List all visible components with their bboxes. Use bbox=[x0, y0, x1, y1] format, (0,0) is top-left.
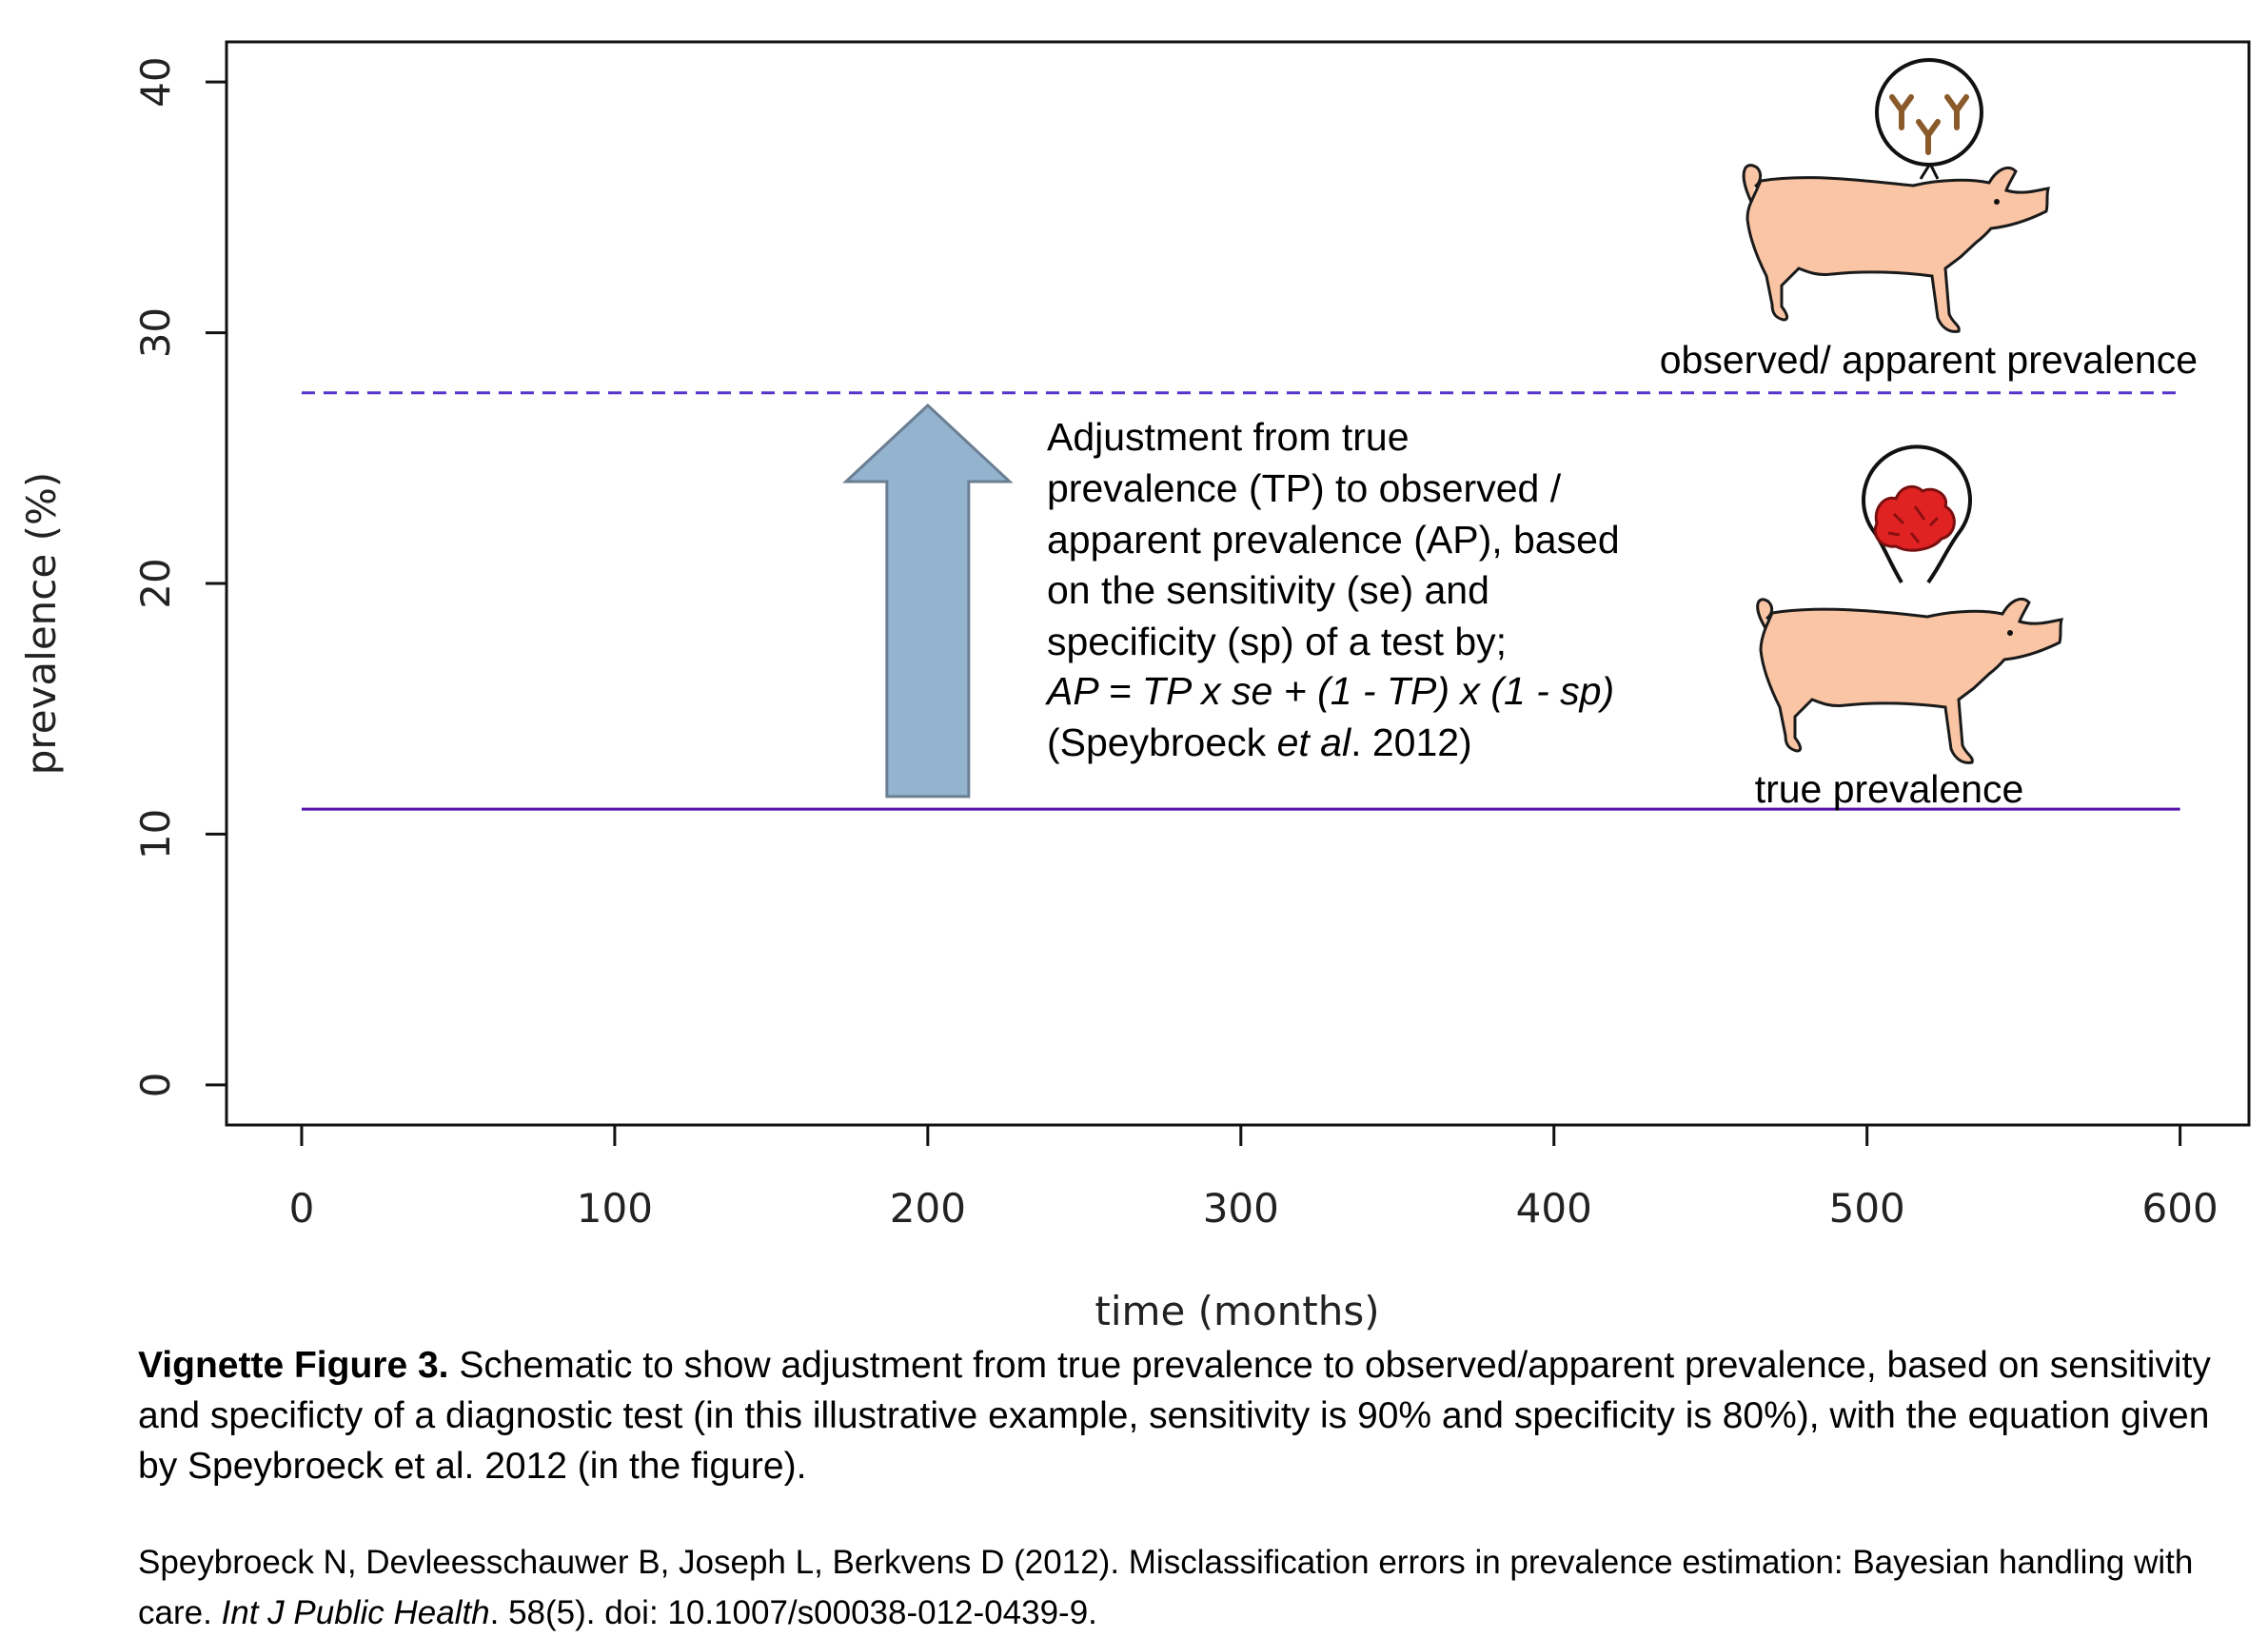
y-tick-label: 40 bbox=[132, 56, 179, 107]
y-axis: 0 10 20 30 40 bbox=[132, 56, 228, 1097]
x-axis: 0 100 200 300 400 500 600 bbox=[289, 1123, 2219, 1232]
reference-details: . 58(5). doi: 10.1007/s00038-012-0439-9. bbox=[489, 1594, 1097, 1631]
adjustment-arrow bbox=[842, 403, 1014, 799]
x-tick-label: 100 bbox=[577, 1185, 653, 1232]
annotation-citation: (Speybroeck et al. 2012) bbox=[1047, 720, 1472, 764]
pig-icon bbox=[1756, 598, 2064, 764]
series-lines bbox=[301, 391, 2180, 811]
y-tick-label: 0 bbox=[132, 1072, 179, 1097]
prevalence-chart: 0 100 200 300 400 500 600 0 10 20 30 40 time (mont… bbox=[18, 40, 2251, 1332]
y-tick-label: 30 bbox=[132, 307, 179, 358]
true-prevalence-label: true prevalence bbox=[1755, 767, 2024, 811]
antibody-icon bbox=[1889, 94, 1969, 155]
citation-post: . 2012) bbox=[1351, 720, 1472, 764]
meat-icon bbox=[1873, 484, 1956, 552]
adjustment-annotation: Adjustment from true prevalence (TP) to … bbox=[1044, 415, 1620, 764]
annotation-line-3: apparent prevalence (AP), based bbox=[1047, 518, 1620, 562]
pig-with-meat-illustration bbox=[1756, 444, 2064, 764]
annotation-line-2: prevalence (TP) to observed / bbox=[1047, 466, 1562, 510]
caption-text: Schematic to show adjustment from true p… bbox=[138, 1345, 2211, 1487]
x-tick-label: 400 bbox=[1516, 1185, 1592, 1232]
x-tick-label: 0 bbox=[289, 1185, 315, 1232]
annotation-equation: AP = TP x se + (1 - TP) x (1 - sp) bbox=[1044, 669, 1614, 713]
y-tick-label: 20 bbox=[132, 558, 179, 608]
annotation-line-4: on the sensitivity (se) and bbox=[1047, 568, 1489, 612]
x-tick-label: 200 bbox=[890, 1185, 966, 1232]
y-axis-title: prevalence (%) bbox=[18, 472, 65, 776]
reference-journal: Int J Public Health bbox=[221, 1594, 490, 1631]
x-axis-title: time (months) bbox=[1095, 1288, 1379, 1332]
pig-eye-icon bbox=[1994, 199, 2000, 205]
antibody-bubble bbox=[1875, 58, 1983, 167]
x-tick-label: 300 bbox=[1203, 1185, 1279, 1232]
caption-label: Vignette Figure 3. bbox=[138, 1345, 449, 1386]
x-tick-label: 500 bbox=[1829, 1185, 1905, 1232]
annotation-line-1: Adjustment from true bbox=[1047, 415, 1410, 459]
pig-icon bbox=[1742, 164, 2051, 333]
citation-pre: (Speybroeck bbox=[1047, 720, 1277, 764]
pig-eye-icon bbox=[2007, 630, 2013, 636]
annotation-line-5: specificity (sp) of a test by; bbox=[1047, 620, 1507, 663]
figure-caption: Vignette Figure 3. Schematic to show adj… bbox=[138, 1340, 2232, 1491]
pig-with-antibodies-illustration bbox=[1742, 58, 2051, 333]
y-tick-label: 10 bbox=[132, 809, 179, 859]
observed-prevalence-label: observed/ apparent prevalence bbox=[1660, 338, 2198, 382]
reference-citation: Speybroeck N, Devleesschauwer B, Joseph … bbox=[138, 1537, 2232, 1638]
citation-etal: et al bbox=[1277, 720, 1352, 764]
x-tick-label: 600 bbox=[2142, 1185, 2219, 1232]
